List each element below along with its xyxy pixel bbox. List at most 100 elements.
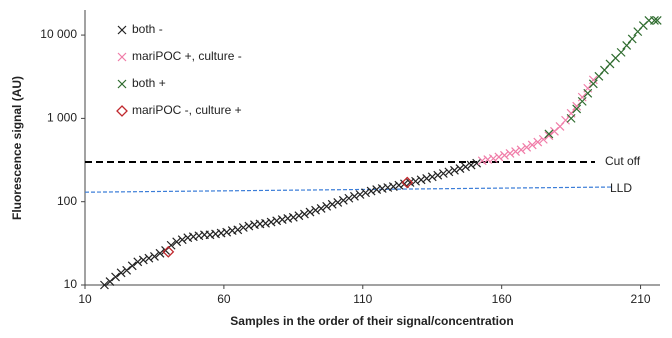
marker-stroke bbox=[111, 272, 120, 282]
marker-stroke bbox=[544, 129, 554, 139]
point bbox=[588, 75, 598, 85]
point bbox=[350, 191, 359, 201]
marker-stroke bbox=[300, 209, 309, 219]
marker-stroke bbox=[361, 188, 370, 198]
marker-stroke bbox=[652, 15, 662, 25]
marker-stroke bbox=[122, 265, 132, 275]
marker-stroke bbox=[416, 175, 426, 185]
marker-stroke bbox=[588, 75, 598, 85]
point bbox=[194, 231, 204, 241]
point bbox=[377, 184, 387, 193]
point bbox=[616, 47, 626, 57]
point bbox=[233, 225, 243, 235]
point bbox=[583, 88, 593, 98]
point bbox=[138, 255, 148, 265]
marker-stroke bbox=[127, 261, 137, 271]
marker-stroke bbox=[183, 233, 193, 243]
point bbox=[494, 152, 504, 162]
marker-stroke bbox=[461, 162, 470, 172]
marker-stroke bbox=[444, 167, 454, 177]
marker-stroke bbox=[327, 199, 337, 209]
point bbox=[401, 176, 414, 189]
marker-stroke bbox=[117, 25, 127, 35]
x-axis-title: Samples in the order of their signal/con… bbox=[230, 314, 513, 328]
marker-stroke bbox=[227, 226, 237, 236]
point bbox=[166, 240, 176, 250]
marker-stroke bbox=[116, 268, 126, 278]
marker-stroke bbox=[577, 92, 587, 102]
point bbox=[411, 176, 420, 186]
y-tick-label: 1 000 bbox=[47, 111, 77, 125]
marker-stroke bbox=[350, 191, 359, 201]
marker-stroke bbox=[488, 154, 498, 163]
marker-stroke bbox=[572, 104, 582, 114]
marker-stroke bbox=[338, 195, 348, 205]
marker-stroke bbox=[205, 230, 215, 240]
legend-marker bbox=[117, 52, 127, 62]
point bbox=[505, 148, 515, 158]
marker-stroke bbox=[316, 204, 326, 213]
marker-stroke bbox=[233, 225, 243, 235]
marker-stroke bbox=[450, 165, 459, 175]
marker-stroke bbox=[150, 252, 159, 261]
marker-stroke bbox=[400, 179, 409, 189]
point bbox=[338, 195, 348, 205]
marker-stroke bbox=[188, 232, 198, 242]
point bbox=[333, 197, 343, 207]
point bbox=[483, 155, 493, 165]
point bbox=[361, 188, 370, 198]
point bbox=[561, 115, 570, 125]
marker-stroke bbox=[133, 257, 143, 267]
marker-stroke bbox=[144, 253, 154, 263]
point bbox=[577, 92, 587, 102]
legend-marker bbox=[117, 79, 127, 89]
marker-stroke bbox=[283, 213, 293, 223]
marker-stroke bbox=[511, 147, 520, 156]
y-tick-label: 10 bbox=[64, 277, 78, 291]
point bbox=[622, 41, 632, 50]
point bbox=[433, 170, 443, 180]
marker-stroke bbox=[383, 183, 393, 192]
point bbox=[277, 215, 287, 225]
x-tick-label: 60 bbox=[217, 292, 231, 306]
point bbox=[388, 182, 398, 191]
point bbox=[461, 162, 470, 172]
marker-stroke bbox=[166, 240, 176, 250]
point bbox=[422, 174, 432, 183]
marker-stroke bbox=[100, 280, 109, 290]
marker-stroke bbox=[411, 176, 420, 186]
point bbox=[405, 178, 415, 187]
point bbox=[162, 245, 175, 258]
point bbox=[627, 34, 637, 44]
point bbox=[122, 265, 132, 275]
marker-stroke bbox=[138, 255, 148, 265]
point bbox=[266, 217, 276, 227]
point bbox=[566, 113, 576, 123]
point bbox=[366, 186, 376, 196]
legend-label: both - bbox=[132, 22, 163, 36]
marker-stroke bbox=[377, 184, 387, 193]
point bbox=[572, 104, 582, 114]
point bbox=[527, 140, 537, 150]
marker-stroke bbox=[294, 211, 304, 221]
marker-stroke bbox=[422, 174, 432, 183]
point bbox=[288, 212, 298, 222]
point bbox=[488, 154, 498, 163]
marker-stroke bbox=[388, 182, 398, 191]
marker-stroke bbox=[216, 228, 226, 238]
x-tick-label: 110 bbox=[353, 292, 372, 306]
legend-label: mariPOC -, culture + bbox=[132, 103, 242, 117]
point bbox=[383, 183, 393, 192]
marker-stroke bbox=[155, 248, 165, 258]
marker-stroke bbox=[522, 142, 532, 152]
marker-stroke bbox=[583, 88, 593, 98]
marker-stroke bbox=[333, 197, 343, 207]
point bbox=[127, 261, 137, 271]
y-tick-label: 10 000 bbox=[40, 27, 77, 41]
marker-stroke bbox=[466, 160, 476, 170]
point bbox=[316, 204, 326, 213]
point bbox=[472, 158, 482, 168]
marker-stroke bbox=[427, 172, 437, 182]
point bbox=[261, 218, 270, 228]
